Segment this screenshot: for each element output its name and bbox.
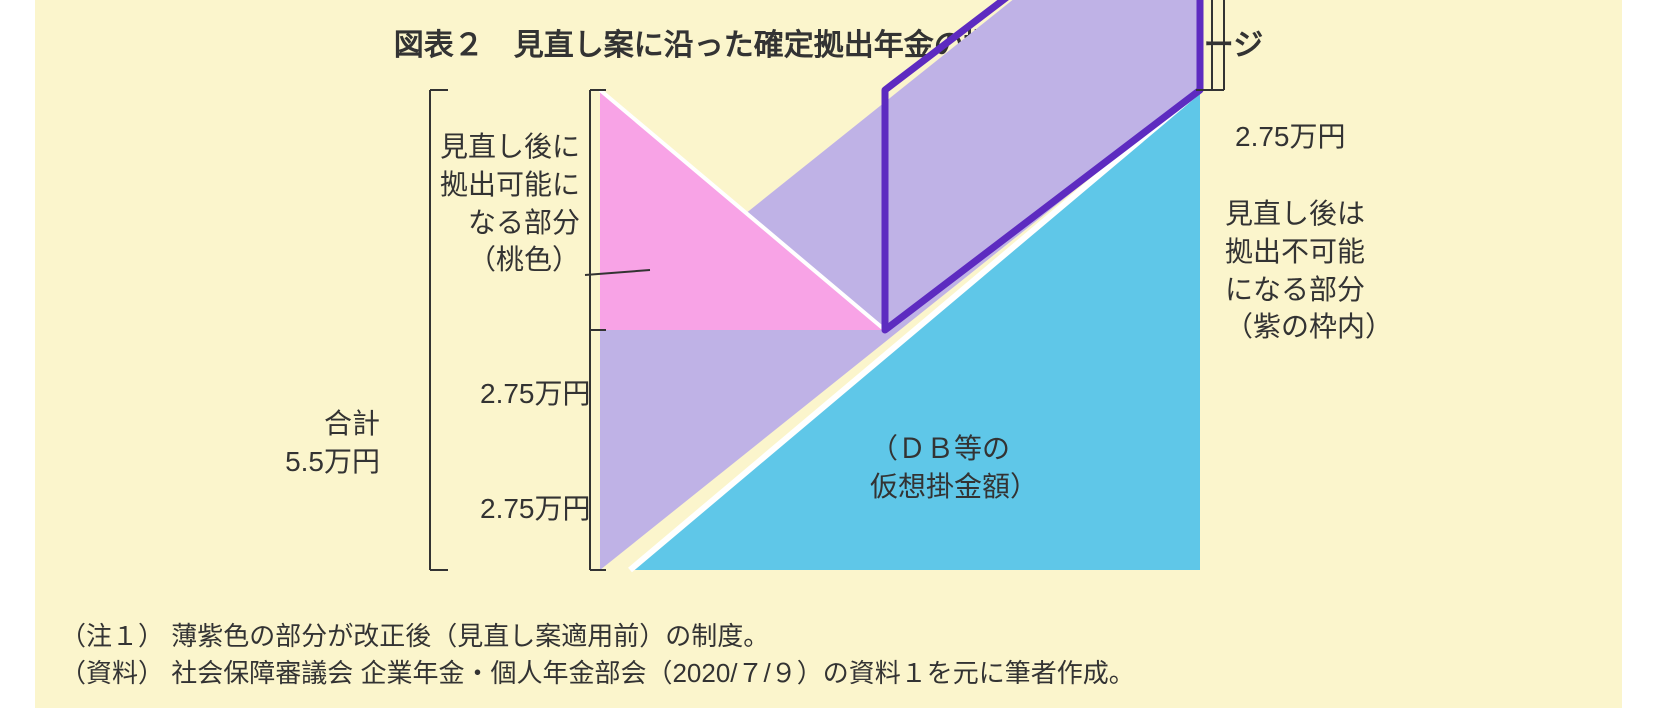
label-pink: 見直し後に拠出可能になる部分（桃色） bbox=[280, 128, 580, 279]
figure-container: 図表２ 見直し案に沿った確定拠出年金の拠出限度額のイメージ 見直し後に拠出可能に… bbox=[0, 0, 1657, 708]
label-purple: 見直し後は拠出不可能になる部分（紫の枠内） bbox=[1225, 195, 1393, 346]
figure-notes: （注１） 薄紫色の部分が改正後（見直し案適用前）の制度。 （資料） 社会保障審議… bbox=[60, 618, 1135, 693]
label-db: （ＤＢ等の仮想掛金額） bbox=[870, 430, 1038, 506]
label-total: 合計5.5万円 bbox=[220, 405, 380, 481]
diagram-svg bbox=[0, 0, 1657, 708]
label-mid-275: 2.75万円 bbox=[480, 375, 591, 413]
label-top-275: 2.75万円 bbox=[1235, 118, 1346, 156]
label-bot-275: 2.75万円 bbox=[480, 490, 591, 528]
note-1: （注１） 薄紫色の部分が改正後（見直し案適用前）の制度。 bbox=[60, 618, 1135, 656]
note-src: （資料） 社会保障審議会 企業年金・個人年金部会（2020/７/９）の資料１を元… bbox=[60, 655, 1135, 693]
